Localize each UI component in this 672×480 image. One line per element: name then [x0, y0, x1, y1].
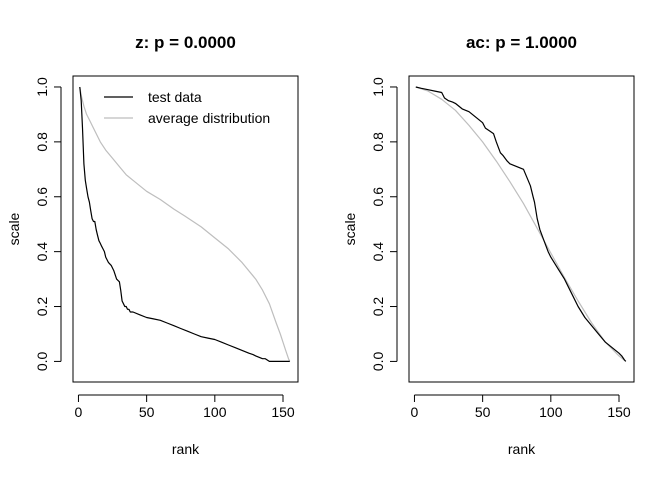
x-tick-label: 150 — [607, 404, 631, 420]
y-tick-label: 0.2 — [370, 297, 386, 317]
test-data-line — [79, 86, 290, 362]
y-tick-label: 0.0 — [34, 351, 50, 371]
legend-label: average distribution — [148, 110, 270, 126]
x-tick-label: 150 — [271, 404, 295, 420]
chart-title: ac: p = 1.0000 — [466, 33, 577, 52]
chart-title: z: p = 0.0000 — [135, 33, 236, 52]
average-distribution-line — [79, 86, 291, 362]
x-tick-label: 50 — [139, 404, 155, 420]
y-tick-label: 0.8 — [370, 132, 386, 152]
y-axis-label: scale — [342, 212, 358, 245]
y-tick-label: 0.4 — [370, 242, 386, 262]
plot-frame — [408, 75, 635, 383]
plot-frame — [72, 75, 299, 383]
average-distribution-line — [415, 86, 627, 362]
y-tick-label: 0.8 — [34, 132, 50, 152]
x-tick-label: 0 — [411, 404, 419, 420]
y-tick-label: 0.6 — [370, 187, 386, 207]
y-tick-label: 1.0 — [34, 77, 50, 97]
x-axis-label: rank — [508, 441, 536, 457]
x-tick-label: 0 — [75, 404, 83, 420]
y-tick-label: 0.2 — [34, 297, 50, 317]
x-tick-label: 50 — [475, 404, 491, 420]
y-tick-label: 0.6 — [34, 187, 50, 207]
x-tick-label: 100 — [203, 404, 227, 420]
x-axis-label: rank — [172, 441, 200, 457]
y-axis-label: scale — [6, 212, 22, 245]
y-tick-label: 0.4 — [34, 242, 50, 262]
legend-label: test data — [148, 89, 202, 105]
x-tick-label: 100 — [539, 404, 563, 420]
y-tick-label: 0.0 — [370, 351, 386, 371]
y-tick-label: 1.0 — [370, 77, 386, 97]
test-data-line — [415, 86, 627, 362]
